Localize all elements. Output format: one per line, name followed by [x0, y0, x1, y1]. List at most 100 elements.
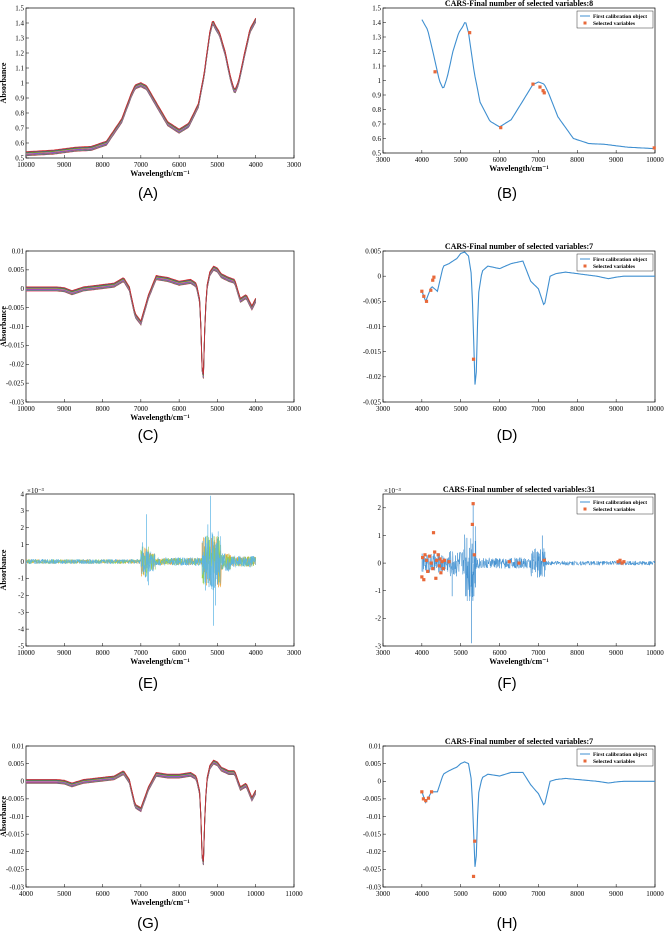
y-tick-label: 0.005: [8, 266, 24, 274]
selected-variable-point: [433, 70, 437, 74]
y-tick-label: -3: [375, 642, 381, 650]
x-axis-label: Wavelength/cm⁻¹: [130, 898, 190, 907]
selected-variable-point: [438, 557, 442, 561]
selected-variable-point: [431, 531, 436, 535]
x-tick-label: 6000: [493, 156, 508, 164]
y-tick-label: 1.1: [15, 64, 24, 72]
x-tick-label: 9000: [609, 405, 624, 413]
y-tick-label: 4: [21, 490, 25, 498]
legend-entry-selected: Selected variables: [593, 264, 635, 270]
y-tick-label: -0.02: [366, 373, 381, 381]
y-tick-label: 2: [378, 504, 382, 512]
selected-variable-point: [471, 874, 476, 879]
x-tick-label: 3000: [376, 890, 391, 898]
y-tick-label: 0: [21, 778, 25, 786]
selected-variable-point: [420, 790, 424, 794]
y-tick-label: -2: [18, 592, 24, 600]
y-tick-label: 0.5: [15, 154, 24, 162]
chart-title: CARS-Final number of selected variables:…: [445, 0, 593, 8]
panel-label: (C): [138, 427, 159, 444]
selected-variable-point: [618, 558, 622, 562]
x-tick-label: 3000: [287, 649, 302, 657]
x-tick-label: 4000: [249, 405, 264, 413]
panel-label: (H): [497, 915, 518, 932]
y-axis-label: Absorbance: [0, 796, 8, 837]
selected-variable-point: [652, 146, 656, 150]
x-tick-label: 7000: [134, 890, 149, 898]
x-tick-label: 9000: [57, 161, 72, 169]
chart-title: CARS-Final number of selected variables:…: [445, 737, 593, 746]
y-tick-label: 0: [378, 272, 382, 280]
selected-variable-point: [424, 799, 428, 803]
plot-frame: [382, 250, 656, 403]
x-axis-label: Wavelength/cm⁻¹: [130, 413, 190, 422]
y-tick-label: -0.01: [366, 323, 381, 331]
y-tick-label: -0.03: [9, 883, 24, 891]
legend-entry-first-calibration: First calibration object: [593, 752, 647, 758]
y-tick-label: -0.02: [366, 848, 381, 856]
x-tick-label: 7000: [531, 890, 546, 898]
y-tick-label: 0.6: [15, 139, 24, 147]
plot-area: [421, 761, 655, 867]
y-tick-label: -0.005: [363, 795, 382, 803]
selected-variable-point: [542, 558, 546, 562]
y-tick-label: 1.1: [372, 62, 381, 70]
plot-frame: [382, 7, 656, 154]
y-tick-label: -1: [375, 587, 381, 595]
y-tick-label: 0.8: [372, 106, 381, 114]
x-tick-label: 8000: [570, 156, 585, 164]
y-tick-label: -0.03: [9, 398, 24, 406]
selected-variable-point: [429, 790, 434, 794]
y-tick-label: 3: [21, 507, 25, 515]
selected-variable-point: [424, 299, 429, 303]
x-tick-label: 8000: [570, 405, 585, 413]
y-axis-label: Absorbance: [0, 549, 8, 590]
y-tick-label: 0: [21, 558, 25, 566]
selected-variable-point: [431, 278, 435, 282]
chart-panel-e: 10000 9000 8000 7000 6000 5000 4000 3000 -5 -4 -3 -…: [0, 487, 302, 666]
selected-variable-point: [420, 575, 424, 579]
selected-variable-point: [434, 576, 438, 580]
panel-label: (G): [137, 915, 159, 932]
y-tick-label: -1: [18, 575, 24, 583]
plot-area: [26, 265, 257, 379]
x-tick-label: 3000: [376, 649, 391, 657]
chart-title: CARS-Final number of selected variables:…: [445, 242, 593, 251]
chart-panel-h: 3000 4000 5000 6000 7000 8000 9000 10000 -0.03 -0…: [363, 737, 664, 898]
chart-panel-g: 4000 5000 6000 7000 8000 9000 10000 11000 -0.03 -…: [0, 742, 303, 907]
panel-label: (F): [497, 675, 516, 692]
x-tick-label: 10000: [17, 161, 35, 169]
selected-variable-point: [426, 796, 431, 800]
x-tick-label: 5000: [454, 405, 469, 413]
legend-entry-selected: Selected variables: [593, 21, 635, 27]
legend-entry-first-calibration: First calibration object: [593, 500, 647, 506]
x-tick-label: 8000: [570, 649, 585, 657]
y-tick-label: 1.3: [15, 34, 24, 42]
noise-spectrum-line: [26, 531, 256, 591]
selected-variable-point: [468, 31, 472, 35]
y-tick-label: -0.02: [9, 848, 24, 856]
x-tick-label: 11000: [285, 890, 303, 898]
y-tick-label: -5: [18, 642, 24, 650]
axis-multiplier: ×10⁻³: [384, 487, 401, 495]
x-tick-label: 5000: [57, 890, 72, 898]
y-tick-label: 0: [378, 778, 382, 786]
legend-box: [576, 10, 654, 29]
x-tick-label: 5000: [210, 649, 225, 657]
selected-variable-point: [507, 560, 511, 564]
x-tick-label: 9000: [57, 649, 72, 657]
selected-variable-point: [421, 797, 426, 801]
selected-variable-point: [441, 567, 445, 571]
y-tick-label: 1: [21, 541, 25, 549]
x-tick-label: 10000: [17, 649, 35, 657]
legend-marker-swatch: [583, 507, 587, 511]
x-tick-label: 6000: [172, 161, 187, 169]
x-tick-label: 3000: [287, 405, 302, 413]
y-tick-label: -0.015: [6, 830, 25, 838]
chart-panel-b: 3000 4000 5000 6000 7000 8000 9000 10000 0.5 0.6 0…: [372, 0, 664, 173]
chart-panel-f: 3000 4000 5000 6000 7000 8000 9000 10000 -3 -2 -1 0…: [375, 485, 664, 666]
x-tick-label: 10000: [646, 156, 664, 164]
selected-variable-point: [422, 578, 426, 582]
